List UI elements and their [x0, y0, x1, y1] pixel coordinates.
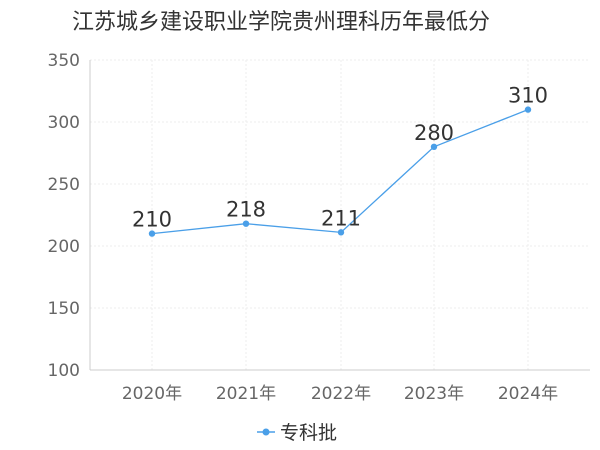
- x-tick-label: 2021年: [216, 384, 276, 404]
- data-point[interactable]: [430, 143, 438, 150]
- data-label: 218: [226, 198, 266, 222]
- y-tick-label: 100: [48, 361, 80, 381]
- chart-title: 江苏城乡建设职业学院贵州理科历年最低分: [72, 10, 491, 35]
- data-point[interactable]: [242, 220, 250, 227]
- y-tick-labels: 100 150 200 250 300 350: [48, 51, 80, 381]
- x-tick-label: 2023年: [404, 384, 464, 404]
- legend-label: 专科批: [280, 422, 337, 444]
- data-label: 210: [132, 208, 172, 232]
- y-tick-label: 200: [48, 237, 80, 257]
- data-labels: 210 218 211 280 310: [132, 84, 548, 232]
- legend[interactable]: 专科批: [257, 422, 337, 444]
- data-label: 211: [321, 206, 361, 230]
- x-tick-label: 2022年: [311, 384, 371, 404]
- x-tick-labels: 2020年 2021年 2022年 2023年 2024年: [122, 384, 558, 404]
- data-point[interactable]: [148, 230, 156, 237]
- grid-lines: [90, 59, 590, 370]
- data-points: [148, 106, 532, 237]
- data-point[interactable]: [524, 106, 532, 113]
- y-tick-label: 350: [48, 51, 80, 71]
- y-tick-label: 300: [48, 113, 80, 133]
- x-tick-label: 2024年: [498, 384, 558, 404]
- data-label: 280: [414, 121, 454, 145]
- data-point[interactable]: [337, 229, 345, 236]
- legend-marker-icon: [262, 428, 270, 436]
- data-label: 310: [508, 84, 548, 108]
- y-tick-label: 150: [48, 299, 80, 319]
- x-tick-label: 2020年: [122, 384, 182, 404]
- y-tick-label: 250: [48, 175, 80, 195]
- axes: [89, 60, 590, 371]
